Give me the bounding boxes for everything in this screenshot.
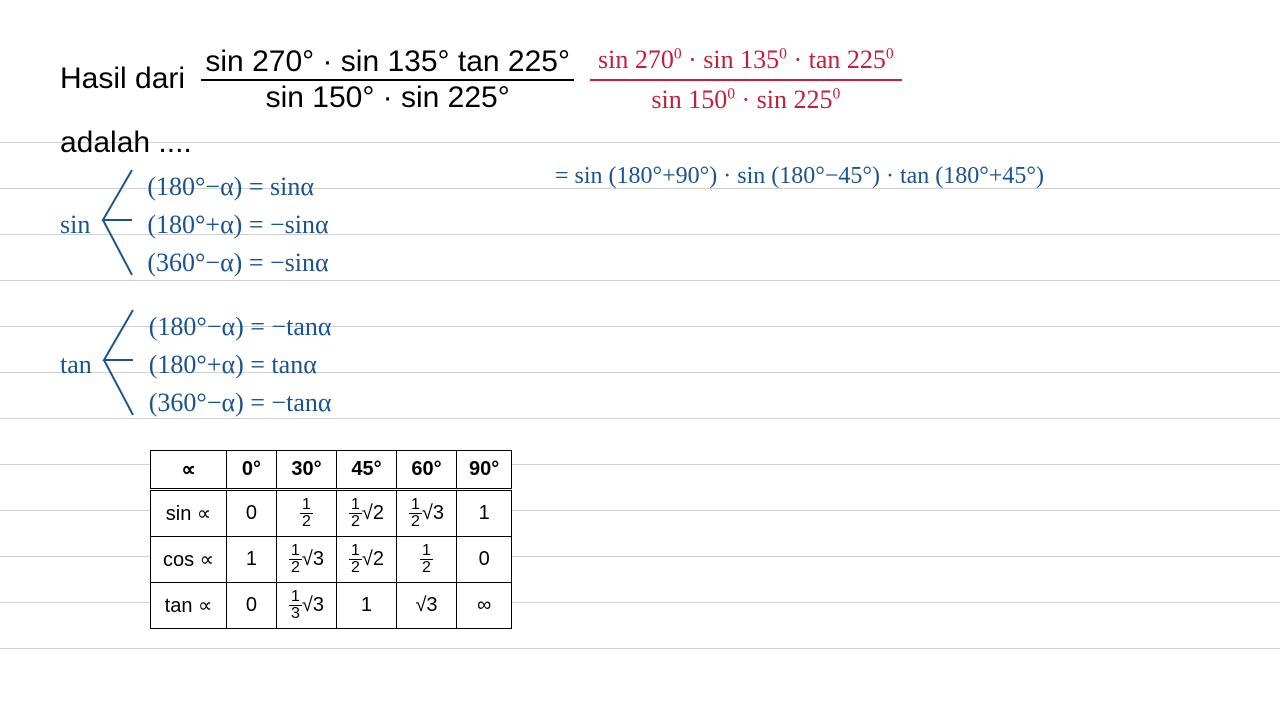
cell-sin-60: 12√3 [397, 490, 457, 537]
cell-tan-0: 0 [226, 583, 276, 629]
cell-sin-label: sin ∝ [151, 490, 227, 537]
question-numerator: sin 270° · sin 135° tan 225° [201, 45, 574, 81]
tan-rule-3: (360°−α) = −tanα [149, 388, 332, 418]
tan-rule-2: (180°+α) = tanα [149, 350, 332, 380]
cell-cos-label: cos ∝ [151, 537, 227, 583]
th-90: 90° [457, 451, 512, 490]
red-numerator: sin 2700 · sin 1350 · tan 2250 [590, 45, 902, 81]
tan-label: tan [60, 350, 92, 380]
cell-cos-30: 12√3 [276, 537, 336, 583]
question-suffix: adalah .... [60, 126, 192, 160]
sin-rule-list: (180°−α) = sinα (180°+α) = −sinα (360°−α… [147, 164, 328, 286]
question-denominator: sin 150° · sin 225° [201, 81, 574, 115]
tan-rule-1: (180°−α) = −tanα [149, 312, 332, 342]
cell-tan-label: tan ∝ [151, 583, 227, 629]
cell-tan-90: ∞ [457, 583, 512, 629]
th-60: 60° [397, 451, 457, 490]
cell-sin-90: 1 [457, 490, 512, 537]
sin-label: sin [60, 210, 90, 240]
tan-rules: tan (180°−α) = −tanα (180°+α) = tanα (36… [60, 300, 331, 430]
th-45: 45° [336, 451, 396, 490]
table-header-row: ∝ 0° 30° 45° 60° 90° [151, 451, 512, 490]
question-text: Hasil dari sin 270° · sin 135° tan 225° … [60, 45, 574, 115]
th-30: 30° [276, 451, 336, 490]
tan-rule-list: (180°−α) = −tanα (180°+α) = tanα (360°−α… [149, 304, 332, 426]
cell-cos-90: 0 [457, 537, 512, 583]
cell-sin-45: 12√2 [336, 490, 396, 537]
sin-rule-1: (180°−α) = sinα [147, 172, 328, 202]
cell-sin-30: 12 [276, 490, 336, 537]
cell-tan-30: 13√3 [276, 583, 336, 629]
red-denominator: sin 1500 · sin 2250 [590, 81, 902, 115]
red-fraction: sin 2700 · sin 1350 · tan 2250 sin 1500 … [590, 45, 902, 115]
table-row-cos: cos ∝ 1 12√3 12√2 12 0 [151, 537, 512, 583]
cell-cos-60: 12 [397, 537, 457, 583]
sin-rules: sin (180°−α) = sinα (180°+α) = −sinα (36… [60, 160, 329, 290]
th-0: 0° [226, 451, 276, 490]
cell-tan-45: 1 [336, 583, 396, 629]
cell-sin-0: 0 [226, 490, 276, 537]
th-alpha: ∝ [151, 451, 227, 490]
sin-rule-3: (360°−α) = −sinα [147, 248, 328, 278]
question-prefix: Hasil dari [60, 62, 185, 95]
trig-table: ∝ 0° 30° 45° 60° 90° sin ∝ 0 12 12√2 12√… [150, 450, 512, 629]
table-row-tan: tan ∝ 0 13√3 1 √3 ∞ [151, 583, 512, 629]
cell-cos-0: 1 [226, 537, 276, 583]
sin-brace [97, 160, 137, 290]
question-fraction: sin 270° · sin 135° tan 225° sin 150° · … [201, 45, 574, 115]
tan-brace [98, 300, 138, 430]
table-row-sin: sin ∝ 0 12 12√2 12√3 1 [151, 490, 512, 537]
sin-rule-2: (180°+α) = −sinα [147, 210, 328, 240]
cell-cos-45: 12√2 [336, 537, 396, 583]
cell-tan-60: √3 [397, 583, 457, 629]
expansion-line: = sin (180°+90°) · sin (180°−45°) · tan … [555, 163, 1044, 190]
